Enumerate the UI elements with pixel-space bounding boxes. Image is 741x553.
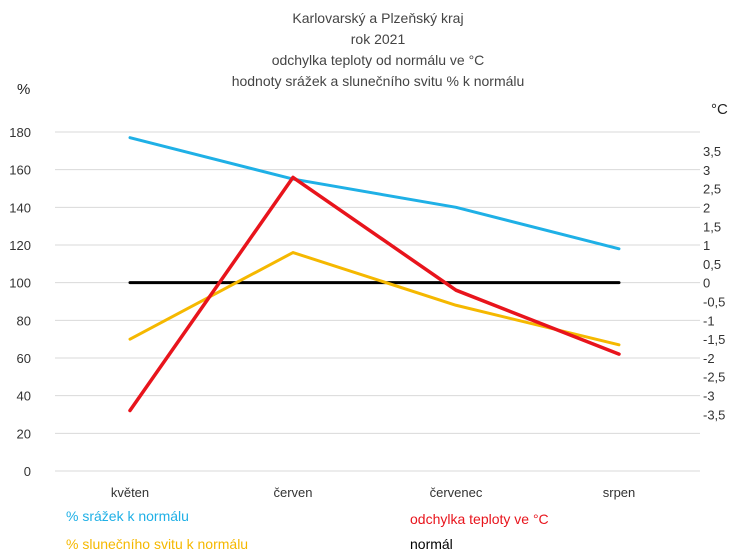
series-line bbox=[128, 251, 621, 347]
right-tick-label: 0,5 bbox=[703, 257, 721, 272]
x-tick-label: květen bbox=[111, 485, 149, 500]
chart-title-line: odchylka teploty od normálu ve °C bbox=[272, 52, 485, 68]
left-tick-label: 140 bbox=[9, 200, 31, 215]
left-axis-unit: % bbox=[17, 81, 30, 98]
right-tick-label: -2 bbox=[703, 351, 715, 366]
left-tick-label: 100 bbox=[9, 276, 31, 291]
right-axis-unit: °C bbox=[711, 101, 728, 118]
legend-entry: % srážek k normálu bbox=[66, 508, 189, 524]
left-tick-label: 20 bbox=[17, 426, 31, 441]
x-tick-label: červenec bbox=[430, 485, 483, 500]
right-tick-label: 2 bbox=[703, 200, 710, 215]
chart-title-line: rok 2021 bbox=[351, 31, 406, 47]
left-tick-label: 180 bbox=[9, 125, 31, 140]
right-tick-label: 1 bbox=[703, 238, 710, 253]
left-tick-label: 60 bbox=[17, 351, 31, 366]
left-tick-label: 0 bbox=[24, 464, 31, 479]
right-tick-label: -3,5 bbox=[703, 407, 725, 422]
left-tick-label: 160 bbox=[9, 163, 31, 178]
right-tick-label: 2,5 bbox=[703, 182, 721, 197]
right-tick-label: 1,5 bbox=[703, 219, 721, 234]
series-line bbox=[128, 136, 621, 251]
right-tick-label: -3 bbox=[703, 388, 715, 403]
legend-entry: % slunečního svitu k normálu bbox=[66, 536, 248, 552]
x-tick-label: srpen bbox=[603, 485, 636, 500]
right-tick-label: 3,5 bbox=[703, 144, 721, 159]
right-tick-label: 3 bbox=[703, 163, 710, 178]
right-tick-label: -1 bbox=[703, 313, 715, 328]
right-tick-label: -0,5 bbox=[703, 294, 725, 309]
x-tick-label: červen bbox=[273, 485, 312, 500]
legend-entry: normál bbox=[410, 536, 453, 552]
legend-entry: odchylka teploty ve °C bbox=[410, 511, 549, 527]
left-tick-label: 40 bbox=[17, 389, 31, 404]
right-tick-label: 0 bbox=[703, 276, 710, 291]
right-tick-label: -2,5 bbox=[703, 370, 725, 385]
series-line bbox=[128, 175, 621, 413]
left-tick-label: 80 bbox=[17, 313, 31, 328]
left-tick-label: 120 bbox=[9, 238, 31, 253]
chart-title-line: hodnoty srážek a slunečního svitu % k no… bbox=[232, 73, 525, 89]
chart-title-line: Karlovarský a Plzeňský kraj bbox=[292, 10, 463, 26]
right-tick-label: -1,5 bbox=[703, 332, 725, 347]
